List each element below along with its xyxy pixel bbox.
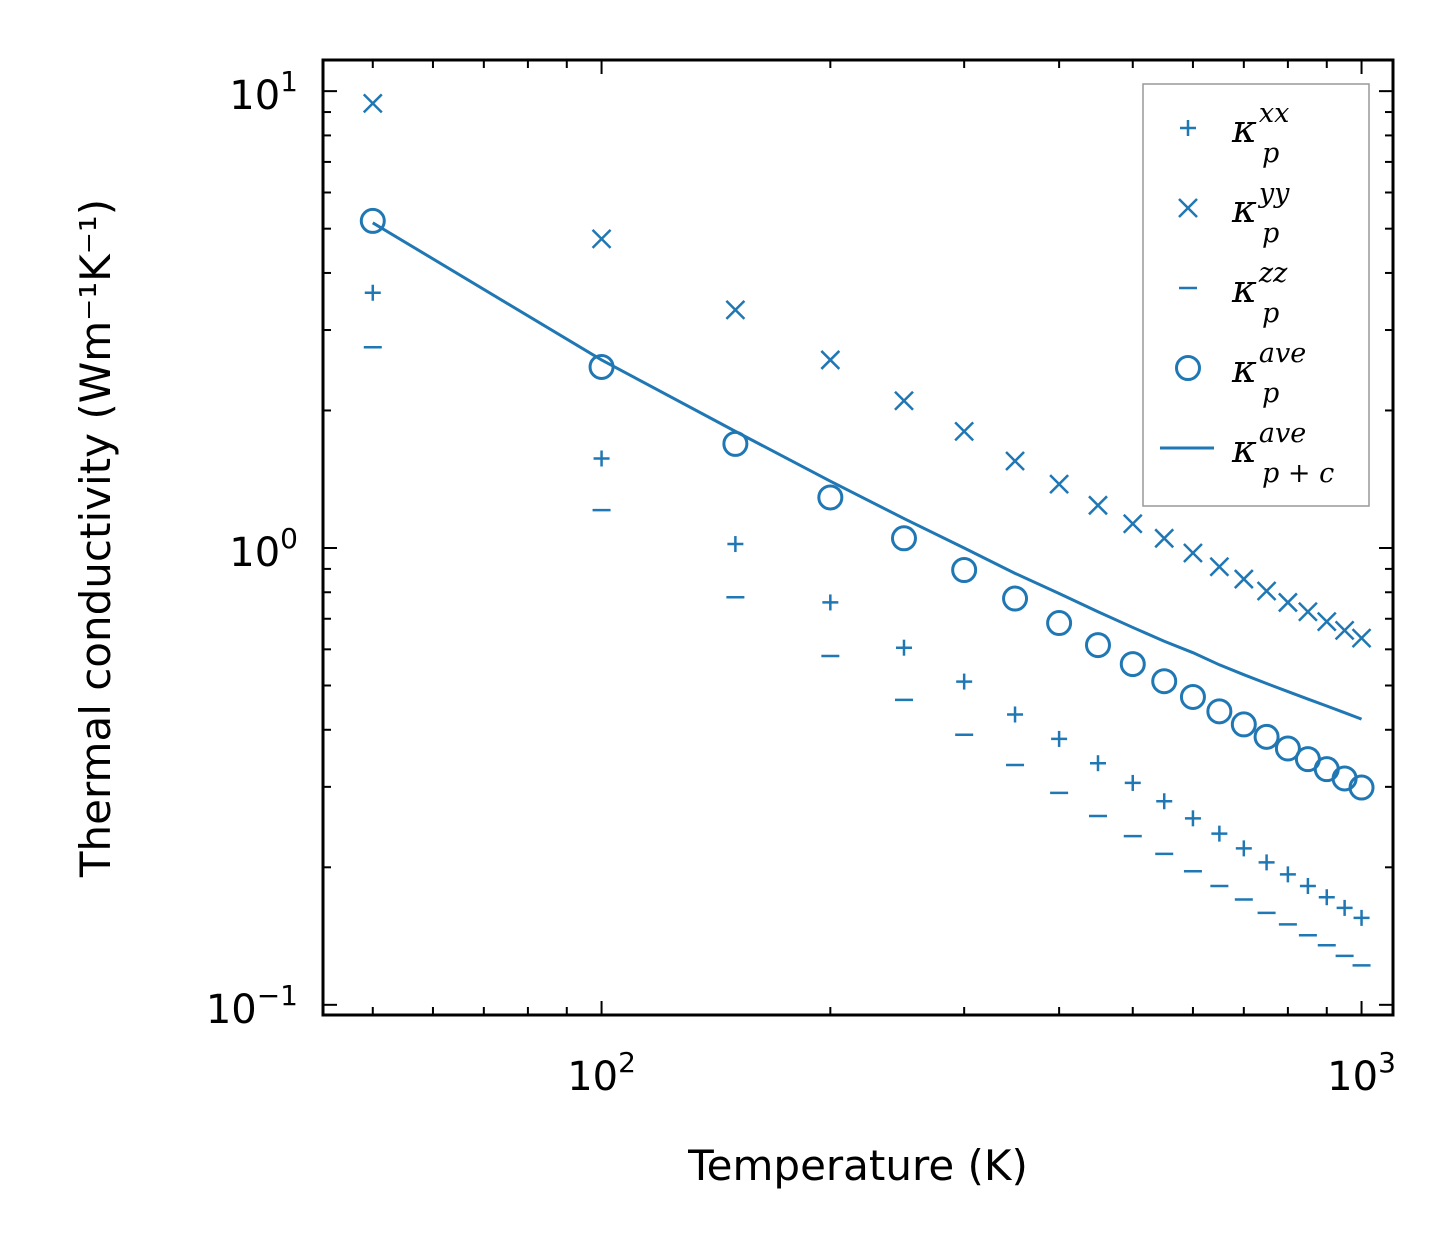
data-point-kappa_p_ave bbox=[1084, 632, 1111, 659]
data-point-kappa_p_ave bbox=[1119, 651, 1146, 678]
data-point-kappa_p_ave bbox=[722, 430, 749, 457]
data-point-kappa_p_ave bbox=[1348, 774, 1375, 801]
tick-labels: 102 103 10−1 100 101 bbox=[206, 65, 1396, 1100]
data-point-kappa_p_ave bbox=[359, 207, 386, 234]
data-point-kappa_p_yy bbox=[725, 300, 746, 320]
data-point-kappa_p_ave bbox=[588, 353, 615, 380]
plot-frame bbox=[321, 58, 1395, 1017]
data-point-kappa_p_xx bbox=[1336, 899, 1353, 916]
data-point-kappa_p_ave bbox=[1253, 723, 1280, 750]
data-point-kappa_p_xx bbox=[593, 450, 610, 467]
data-point-kappa_p_xx bbox=[1318, 889, 1335, 906]
data-point-kappa_p_ave bbox=[817, 484, 844, 511]
y-tick-label: 100 bbox=[229, 522, 298, 576]
y-tick-label: 10−1 bbox=[206, 979, 298, 1033]
legend: κxx p κyy p κzz p κave p κave p + c bbox=[1142, 83, 1370, 507]
x-tick-label: 103 bbox=[1327, 1046, 1396, 1100]
y-axis-label: Thermal conductivity (Wm⁻¹K⁻¹) bbox=[71, 199, 120, 878]
plot-line bbox=[372, 221, 1363, 721]
data-point-kappa_p_ave bbox=[1046, 610, 1073, 637]
data-point-kappa_p_yy bbox=[1233, 569, 1254, 589]
data-point-kappa_p_yy bbox=[1334, 620, 1355, 641]
data-point-kappa_p_xx bbox=[1124, 774, 1141, 791]
legend-marker-kappa_p_yy bbox=[1178, 198, 1198, 218]
data-point-kappa_p_ave bbox=[951, 556, 978, 583]
data-point-kappa_p_yy bbox=[1278, 592, 1298, 613]
data-point-kappa_p_xx bbox=[1353, 909, 1370, 926]
data-point-kappa_p_xx bbox=[1235, 840, 1252, 857]
data-point-kappa_p_ave bbox=[1151, 668, 1178, 695]
data-point-kappa_p_xx bbox=[1184, 810, 1201, 827]
data-point-kappa_p_yy bbox=[1351, 628, 1372, 648]
legend-marker-kappa_p_xx bbox=[1180, 120, 1196, 136]
series-line-kappa_p_plus_c_ave bbox=[372, 221, 1363, 721]
data-point-kappa_p_yy bbox=[954, 421, 975, 442]
data-point-kappa_p_xx bbox=[1211, 825, 1228, 842]
data-point-kappa_p_yy bbox=[1154, 528, 1175, 549]
data-point-kappa_p_yy bbox=[1298, 601, 1318, 622]
data-point-kappa_p_yy bbox=[820, 350, 841, 370]
data-point-kappa_p_xx bbox=[1279, 866, 1296, 883]
legend-label-kappa_p_ave: κave p bbox=[1231, 338, 1306, 409]
legend-label-kappa_p_yy: κyy p bbox=[1231, 178, 1290, 249]
data-point-kappa_p_yy bbox=[1005, 451, 1025, 471]
data-point-kappa_p_xx bbox=[727, 536, 744, 553]
data-point-kappa_p_ave bbox=[1206, 698, 1233, 725]
data-point-kappa_p_yy bbox=[591, 228, 612, 249]
x-tick-label: 102 bbox=[567, 1046, 636, 1100]
data-point-kappa_p_xx bbox=[1156, 793, 1173, 810]
data-point-kappa_p_yy bbox=[1183, 543, 1203, 563]
major-ticks bbox=[323, 60, 1393, 1015]
data-point-kappa_p_xx bbox=[1258, 854, 1275, 871]
data-point-kappa_p_xx bbox=[1089, 755, 1106, 772]
data-point-kappa_p_yy bbox=[1088, 495, 1108, 516]
x-axis-label: Temperature (K) bbox=[687, 1141, 1028, 1190]
data-point-kappa_p_xx bbox=[1007, 706, 1024, 723]
legend-label-kappa_p_zz: κzz p bbox=[1231, 258, 1288, 329]
data-point-kappa_p_yy bbox=[894, 390, 914, 411]
legend-marker-kappa_p_ave bbox=[1175, 355, 1201, 381]
data-point-kappa_p_yy bbox=[1256, 581, 1277, 601]
data-point-kappa_p_xx bbox=[956, 673, 973, 690]
data-point-kappa_p_xx bbox=[364, 284, 381, 301]
data-point-kappa_p_yy bbox=[1316, 611, 1337, 632]
data-point-kappa_p_yy bbox=[1122, 513, 1143, 534]
data-point-kappa_p_xx bbox=[1051, 730, 1068, 747]
data-point-kappa_p_xx bbox=[895, 639, 912, 656]
data-point-kappa_p_yy bbox=[1049, 474, 1069, 494]
plot-markers bbox=[359, 93, 1375, 967]
data-point-kappa_p_ave bbox=[890, 525, 917, 552]
legend-label-kappa_p_plus_c_ave: κave p + c bbox=[1231, 418, 1334, 489]
data-point-kappa_p_ave bbox=[1002, 585, 1029, 612]
data-point-kappa_p_xx bbox=[1299, 878, 1316, 895]
data-point-kappa_p_yy bbox=[362, 93, 383, 114]
data-point-kappa_p_ave bbox=[1313, 756, 1340, 783]
data-point-kappa_p_yy bbox=[1209, 556, 1230, 577]
data-point-kappa_p_xx bbox=[822, 594, 839, 611]
legend-label-kappa_p_xx: κxx p bbox=[1231, 98, 1289, 169]
legend-box bbox=[1142, 83, 1370, 507]
data-point-kappa_p_ave bbox=[1274, 735, 1301, 762]
data-point-kappa_p_ave bbox=[1230, 711, 1257, 738]
data-point-kappa_p_ave bbox=[1179, 683, 1206, 710]
y-tick-label: 101 bbox=[229, 65, 298, 119]
